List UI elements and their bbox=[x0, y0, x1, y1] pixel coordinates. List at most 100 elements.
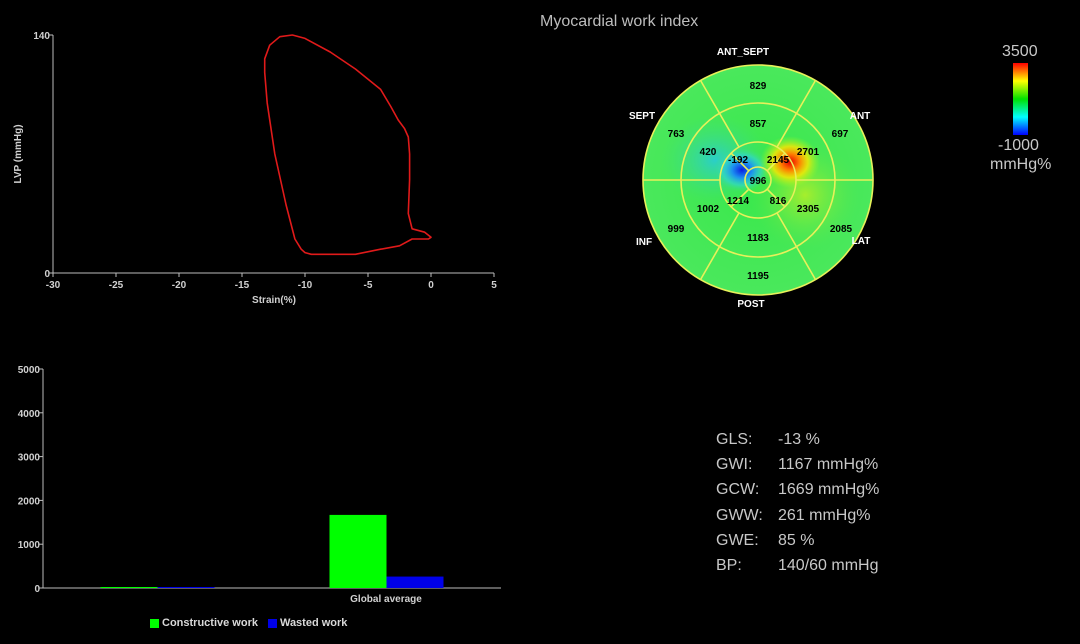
bar-y-tick-label: 3000 bbox=[18, 453, 41, 464]
metric-row: BP: 140/60 mmHg bbox=[716, 553, 879, 578]
metric-label: GLS: bbox=[716, 431, 753, 448]
bullseye-spoke bbox=[699, 212, 740, 280]
value-basal-inf: 999 bbox=[668, 224, 685, 235]
bullseye-spoke bbox=[776, 212, 817, 280]
bar-y-tick-label: 0 bbox=[34, 584, 40, 595]
segment-label-inf: INF bbox=[636, 237, 652, 248]
value-mid-post: 1183 bbox=[747, 233, 769, 244]
value-basal-sept: 763 bbox=[668, 129, 685, 140]
value-basal-post: 1195 bbox=[747, 271, 769, 282]
anterior-peak-work-region bbox=[760, 136, 820, 188]
metric-row: GCW: 1669 mmHg% bbox=[716, 477, 879, 502]
septal-low-work-region bbox=[660, 115, 770, 205]
loop-ticks: -30 -25 -20 -15 -10 -5 0 5 140 0 bbox=[33, 31, 497, 291]
global-metrics: GLS: -13 % GWI: 1167 mmHg% GCW: 1669 mmHg% GWW… bbox=[716, 427, 879, 578]
value-apex: 996 bbox=[750, 176, 767, 187]
loop-axes bbox=[52, 35, 494, 274]
metric-label: GWE: bbox=[716, 531, 759, 549]
bullseye-spoke bbox=[766, 188, 786, 208]
metric-label: GWW: bbox=[716, 506, 763, 524]
metric-label: BP: bbox=[716, 557, 742, 575]
metric-value: 1167 mmHg% bbox=[778, 456, 879, 474]
loop-x-tick-label: 0 bbox=[428, 280, 434, 291]
metric-label: GWI: bbox=[716, 456, 753, 474]
segment-label-ant-sept: ANT_SEPT bbox=[717, 47, 769, 58]
bar-y-tick-label: 2000 bbox=[18, 496, 41, 507]
metric-row: GLS: -13 % bbox=[716, 427, 879, 452]
bullseye-spoke bbox=[766, 152, 786, 172]
value-apical-sept: -192 bbox=[728, 155, 748, 166]
loop-x-tick-label: -30 bbox=[46, 280, 61, 291]
bullseye-spokes bbox=[643, 80, 873, 280]
metric-value: 261 mmHg% bbox=[778, 506, 871, 524]
bullseye-segment-lines bbox=[642, 64, 874, 296]
colorbar-min-label: -1000 bbox=[998, 137, 1039, 154]
legend-item-constructive: Constructive work bbox=[150, 617, 258, 629]
bar-chart-legend: Constructive work Wasted work bbox=[150, 617, 351, 629]
segment-label-post: POST bbox=[737, 299, 764, 310]
bar-ticks: 0 1000 2000 3000 4000 5000 bbox=[18, 365, 43, 595]
loop-y-axis-label: LVP (mmHg) bbox=[13, 124, 24, 183]
lateral-high-work-region bbox=[750, 140, 860, 250]
bar-constructive-work-global-average bbox=[329, 514, 387, 588]
pressure-strain-loop-line bbox=[263, 34, 432, 256]
loop-x-axis-label: Strain(%) bbox=[252, 295, 296, 306]
bullseye-spoke bbox=[730, 188, 750, 208]
bullseye-spoke bbox=[730, 152, 750, 172]
loop-x-tick-label: 5 bbox=[491, 280, 497, 291]
wasted-swatch bbox=[267, 618, 277, 628]
metric-row: GWE: 85 % bbox=[716, 528, 879, 553]
value-mid-lat: 2305 bbox=[797, 204, 820, 215]
loop-x-tick-label: -20 bbox=[172, 280, 187, 291]
bar-axes bbox=[42, 369, 501, 589]
metric-row: GWW: 261 mmHg% bbox=[716, 503, 879, 528]
colorbar-unit-label: mmHg% bbox=[990, 156, 1052, 173]
segment-label-lat: LAT bbox=[852, 236, 871, 247]
segment-label-sept: SEPT bbox=[629, 111, 655, 122]
metric-value: 85 % bbox=[778, 531, 815, 549]
value-apical-inf: 1214 bbox=[727, 196, 750, 207]
loop-x-tick-label: -25 bbox=[109, 280, 124, 291]
legend-label-constructive: Constructive work bbox=[162, 617, 258, 629]
value-apical-ant: 2145 bbox=[767, 155, 790, 166]
loop-x-tick-label: -5 bbox=[364, 280, 373, 291]
bullseye-spoke bbox=[699, 80, 740, 148]
bar-constructive-work-blank-category bbox=[100, 587, 158, 588]
apical-sept-negative-work-region bbox=[714, 148, 770, 192]
loop-y-tick-label: 140 bbox=[33, 31, 50, 42]
bar-wasted-work-global-average bbox=[386, 576, 444, 588]
bar-category-label-global-average: Global average bbox=[350, 594, 422, 605]
bar-marks bbox=[100, 514, 444, 588]
value-apical-lat: 816 bbox=[770, 196, 787, 207]
metric-value: 140/60 mmHg bbox=[778, 557, 879, 575]
value-basal-lat: 2085 bbox=[830, 224, 853, 235]
legend-item-wasted: Wasted work bbox=[267, 617, 348, 629]
legend-label-wasted: Wasted work bbox=[279, 617, 348, 629]
bar-y-tick-label: 4000 bbox=[18, 409, 41, 420]
metric-value: 1669 mmHg% bbox=[778, 481, 880, 499]
value-basal-ant: 697 bbox=[832, 129, 849, 140]
bar-y-tick-label: 1000 bbox=[18, 540, 41, 551]
loop-x-tick-label: -15 bbox=[235, 280, 250, 291]
metric-label: GCW: bbox=[716, 481, 760, 499]
segment-label-ant: ANT bbox=[850, 111, 871, 122]
page-title: Myocardial work index bbox=[540, 13, 699, 30]
loop-x-tick-label: -10 bbox=[298, 280, 313, 291]
value-mid-ant-sept: 857 bbox=[750, 119, 767, 130]
bar-y-tick-label: 5000 bbox=[18, 365, 41, 376]
bar-wasted-work-blank-category bbox=[157, 587, 215, 588]
value-mid-ant: 2701 bbox=[797, 147, 820, 158]
value-basal-ant-sept: 829 bbox=[750, 81, 767, 92]
value-mid-inf: 1002 bbox=[697, 204, 720, 215]
bullseye-background bbox=[643, 65, 873, 295]
bullseye-spoke bbox=[776, 80, 817, 148]
colorbar-gradient bbox=[1013, 63, 1028, 135]
loop-y-tick-label: 0 bbox=[44, 269, 50, 280]
colorbar-max-label: 3500 bbox=[1002, 43, 1038, 60]
constructive-swatch bbox=[150, 618, 159, 628]
value-mid-sept: 420 bbox=[700, 147, 717, 158]
metric-row: GWI: 1167 mmHg% bbox=[716, 452, 879, 477]
